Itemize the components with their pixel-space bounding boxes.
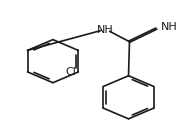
Text: Cl: Cl <box>66 67 76 77</box>
Text: NH: NH <box>161 22 178 32</box>
Text: NH: NH <box>97 25 113 35</box>
